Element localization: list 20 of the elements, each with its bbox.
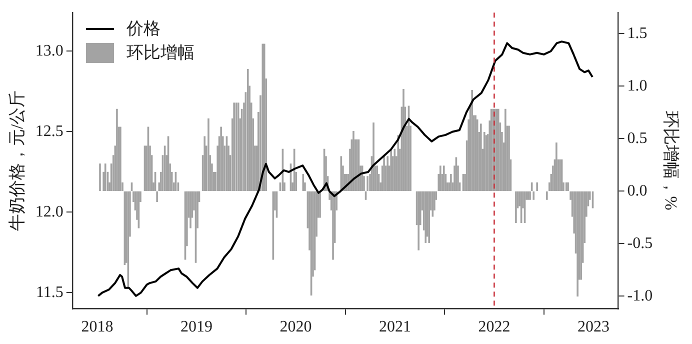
y2-axis-title: 环比增幅，% (661, 111, 680, 210)
x-tick-label: 2022 (478, 318, 510, 336)
y2-tick-label: 0.0 (627, 182, 648, 200)
y-axis-title: 牛奶价格，元/公斤 (8, 90, 27, 232)
y2-tick-label: 1.5 (627, 24, 648, 42)
x-tick-label: 2018 (81, 318, 114, 336)
legend-label: 价格 (126, 18, 160, 40)
legend-label: 环比增幅 (126, 42, 194, 64)
y2-tick-label: 0.5 (627, 130, 648, 147)
x-tick-label: 2023 (577, 318, 610, 336)
y2-tick-label: -1.0 (627, 287, 653, 304)
y2-tick-label: -0.5 (627, 234, 653, 252)
y-tick-label: 11.5 (36, 284, 64, 301)
x-tick-label: 2019 (180, 318, 212, 336)
x-tick-label: 2021 (378, 318, 411, 336)
x-tick-label: 2020 (280, 318, 312, 336)
y2-tick-label: 1.0 (627, 77, 648, 94)
y-tick-label: 12.0 (35, 203, 64, 220)
y-tick-label: 13.0 (35, 42, 64, 60)
y-tick-label: 12.5 (35, 122, 64, 140)
